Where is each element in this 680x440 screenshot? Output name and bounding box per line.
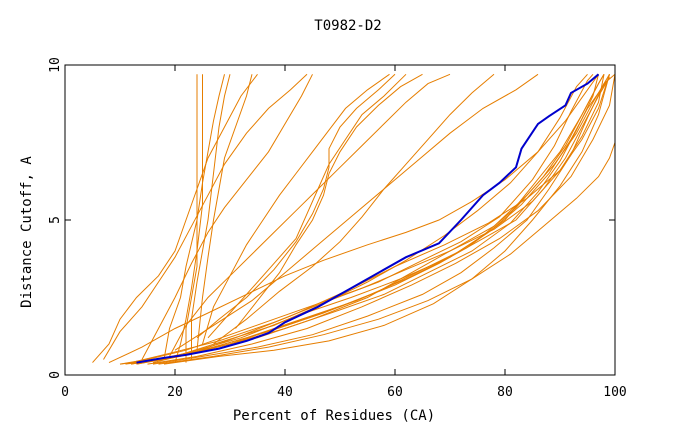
x-axis-title: Percent of Residues (CA) [233, 408, 435, 424]
y-tick-label: 5 [48, 216, 63, 224]
series-line-29 [174, 73, 539, 351]
series-line-23 [141, 74, 313, 360]
series-line-19 [196, 74, 253, 351]
series-line-17 [185, 74, 198, 363]
x-tick-label: 100 [603, 385, 626, 400]
y-tick-label: 0 [48, 371, 63, 379]
series-line-10 [130, 73, 588, 365]
series-line-16 [174, 74, 203, 363]
chart-title: T0982-D2 [314, 18, 381, 34]
x-tick-label: 40 [277, 385, 293, 400]
series-line-20 [163, 74, 225, 360]
x-tick-label: 0 [61, 385, 69, 400]
series-line-12 [119, 74, 610, 365]
series-line-15 [108, 74, 599, 364]
series-layer [92, 73, 616, 365]
series-line-27 [235, 73, 423, 329]
y-axis-title: Distance Cutoff, A [19, 156, 35, 308]
series-line-11 [136, 74, 605, 365]
series-line-14 [152, 74, 605, 364]
axis-layer: 0 20 40 60 80 100 0 5 10 [48, 57, 627, 400]
series-line-21 [92, 73, 258, 363]
series-line-22 [103, 73, 308, 360]
series-line-18 [191, 74, 231, 360]
series-line-5 [136, 74, 599, 365]
highlight-layer [136, 73, 600, 364]
x-tick-label: 80 [497, 385, 513, 400]
x-tick-label: 20 [167, 385, 183, 400]
y-tick-label: 10 [48, 57, 63, 73]
series-line-26 [207, 73, 407, 339]
series-line-28 [196, 73, 396, 339]
highlight-series-line [136, 73, 600, 364]
series-line-1 [119, 74, 610, 365]
series-line-13 [163, 74, 610, 365]
series-line-25 [169, 73, 451, 357]
series-line-30 [213, 73, 495, 345]
series-line-24 [202, 73, 390, 345]
x-tick-label: 60 [387, 385, 403, 400]
series-line-8 [147, 74, 616, 365]
series-line-6 [152, 73, 616, 365]
